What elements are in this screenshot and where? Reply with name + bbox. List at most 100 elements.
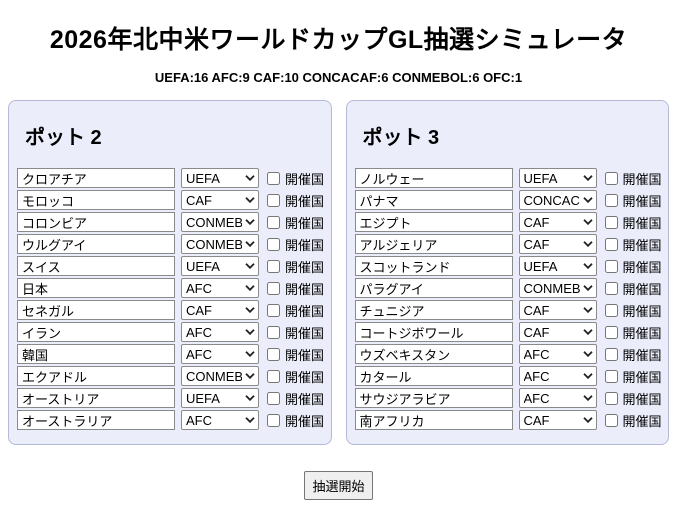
confederation-select[interactable]: UEFA [181,168,259,188]
host-country-checkbox[interactable] [604,281,618,295]
confederation-select[interactable]: AFC [181,278,259,298]
host-country-checkbox[interactable] [604,413,618,427]
team-name-input[interactable] [354,256,513,276]
host-country-field: 開催国 [267,235,324,254]
team-name-input[interactable] [354,410,513,430]
host-country-checkbox[interactable] [604,369,618,383]
team-name-input[interactable] [354,168,513,188]
team-name-input[interactable] [17,366,175,386]
team-row: AFC 開催国 [354,344,662,364]
confederation-select[interactable]: CAF [518,322,597,342]
host-country-checkbox[interactable] [604,237,618,251]
host-country-checkbox[interactable] [604,347,618,361]
confederation-select[interactable]: AFC [518,366,597,386]
confederation-select[interactable]: AFC [181,344,259,364]
host-country-checkbox[interactable] [267,281,280,295]
confederation-select-wrap: CAF [518,212,597,232]
team-row: CAF 開催国 [354,322,662,342]
confederation-select[interactable]: UEFA [181,256,259,276]
confederation-select[interactable]: AFC [518,344,597,364]
confederation-select[interactable]: UEFA [518,168,597,188]
confederation-select[interactable]: CAF [518,212,597,232]
host-country-checkbox[interactable] [604,391,618,405]
host-country-checkbox[interactable] [267,237,280,251]
host-country-checkbox[interactable] [267,325,280,339]
confederation-select[interactable]: CONCACAF [518,190,597,210]
confederation-select[interactable]: CONMEBOL [181,366,259,386]
host-country-field: 開催国 [267,213,324,232]
host-country-field: 開催国 [604,235,662,254]
team-row: CAF 開催国 [17,190,324,210]
team-name-input[interactable] [17,344,175,364]
host-country-label: 開催国 [285,193,325,209]
host-country-checkbox[interactable] [267,171,280,185]
host-country-label: 開催国 [285,325,325,341]
host-country-checkbox[interactable] [604,303,618,317]
team-name-input[interactable] [17,410,175,430]
confederation-select-wrap: CAF [518,410,597,430]
host-country-checkbox[interactable] [604,215,618,229]
team-name-input[interactable] [354,322,513,342]
confederation-select[interactable]: AFC [181,410,259,430]
team-name-input[interactable] [354,366,513,386]
host-country-label: 開催国 [285,391,325,407]
host-country-checkbox[interactable] [267,193,280,207]
confederation-select[interactable]: CAF [181,300,259,320]
confederation-select[interactable]: CAF [518,234,597,254]
confederation-select-wrap: CONMEBOL [181,212,259,232]
team-name-input[interactable] [354,300,513,320]
team-name-input[interactable] [354,344,513,364]
team-name-input[interactable] [17,300,175,320]
team-name-input[interactable] [354,388,513,408]
confederation-select-wrap: CAF [518,234,597,254]
host-country-label: 開催国 [285,413,325,429]
host-country-checkbox[interactable] [267,369,280,383]
host-country-label: 開催国 [622,369,662,385]
host-country-checkbox[interactable] [267,303,280,317]
team-name-input[interactable] [17,388,175,408]
host-country-field: 開催国 [604,169,662,188]
team-name-input[interactable] [17,212,175,232]
confederation-select[interactable]: UEFA [518,256,597,276]
host-country-label: 開催国 [622,281,662,297]
pot-title: ポット 3 [362,127,440,149]
host-country-checkbox[interactable] [267,391,280,405]
host-country-checkbox[interactable] [267,413,280,427]
team-row: UEFA 開催国 [17,388,325,408]
confederation-select[interactable]: CONMEBOL [181,234,259,254]
confederation-select[interactable]: AFC [518,388,597,408]
host-country-field: 開催国 [267,191,324,210]
host-country-checkbox[interactable] [604,259,618,273]
team-name-input[interactable] [354,212,513,232]
team-name-input[interactable] [17,168,175,188]
confederation-select[interactable]: UEFA [181,388,259,408]
confederation-select-wrap: AFC [181,322,259,342]
confederation-select[interactable]: CONMEBOL [518,278,597,298]
team-name-input[interactable] [17,322,175,342]
host-country-checkbox[interactable] [267,259,280,273]
team-name-input[interactable] [17,190,175,210]
host-country-field: 開催国 [604,345,662,364]
confederation-select[interactable]: CAF [518,410,597,430]
team-name-input[interactable] [354,190,513,210]
confederation-select[interactable]: CAF [518,300,597,320]
host-country-field: 開催国 [604,411,662,430]
confederation-select[interactable]: CONMEBOL [181,212,259,232]
page-title: 2026年北中米ワールドカップGL抽選シミュレータ [49,26,628,54]
confederation-select-wrap: UEFA [181,388,259,408]
host-country-label: 開催国 [285,347,325,363]
host-country-checkbox[interactable] [267,215,280,229]
confederation-select-wrap: AFC [181,278,259,298]
host-country-checkbox[interactable] [267,347,280,361]
team-name-input[interactable] [17,256,175,276]
host-country-checkbox[interactable] [604,193,618,207]
team-name-input[interactable] [17,234,175,254]
team-name-input[interactable] [354,234,513,254]
confederation-select-wrap: AFC [518,388,597,408]
host-country-checkbox[interactable] [604,171,618,185]
team-name-input[interactable] [17,278,175,298]
confederation-select[interactable]: AFC [181,322,259,342]
confederation-select[interactable]: CAF [181,190,259,210]
team-name-input[interactable] [354,278,513,298]
host-country-checkbox[interactable] [604,325,618,339]
